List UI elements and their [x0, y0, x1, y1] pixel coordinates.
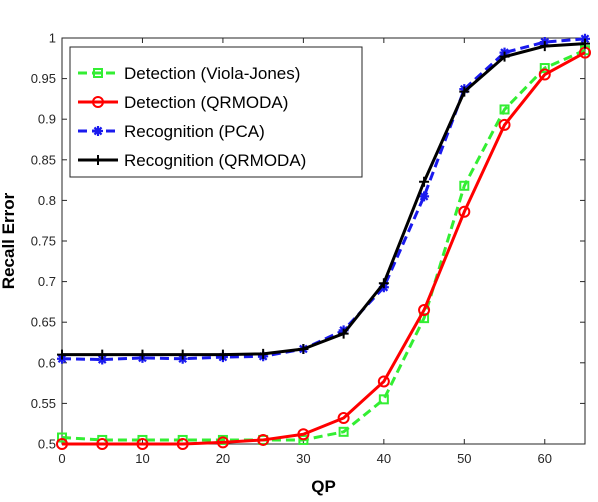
y-tick-label: 0.65	[31, 315, 56, 330]
data-point	[378, 278, 389, 289]
data-point	[177, 349, 188, 360]
legend: Detection (Viola-Jones) Detection (QRMODA…	[69, 46, 363, 178]
data-point	[216, 436, 229, 449]
legend-items: Detection (Viola-Jones) Detection (QRMODA…	[78, 64, 306, 170]
x-tick-label: 40	[377, 451, 391, 466]
legend-label: Detection (QRMODA)	[124, 93, 288, 112]
x-axis: 0 10 20 30 40 50 60	[58, 38, 552, 466]
data-point	[297, 428, 310, 441]
data-point	[298, 434, 309, 445]
data-point	[57, 349, 67, 360]
data-point	[176, 438, 189, 450]
data-point	[499, 104, 510, 115]
legend-marker	[93, 126, 103, 136]
data-point	[378, 394, 389, 405]
legend-item-detection-viola-jones: Detection (Viola-Jones)	[78, 64, 300, 83]
y-axis-title: Recall Error	[0, 192, 18, 289]
data-point	[538, 68, 551, 81]
data-point	[539, 41, 550, 52]
data-point	[377, 375, 390, 388]
y-tick-label: 0.9	[38, 112, 56, 127]
x-tick-label: 60	[538, 451, 552, 466]
data-point	[418, 304, 431, 317]
series-line-recognition-qrmoda	[62, 42, 586, 357]
legend-marker	[92, 96, 104, 108]
data-point	[458, 205, 471, 218]
x-tick-label: 20	[216, 451, 230, 466]
legend-item-recognition-pca: Recognition (PCA)	[78, 122, 265, 141]
series-line-detection-viola-jones	[61, 48, 586, 442]
y-tick-label: 0.55	[31, 396, 56, 411]
data-point	[257, 433, 270, 446]
series-detection-qrmoda	[56, 46, 591, 450]
data-point	[97, 349, 108, 360]
data-point	[217, 349, 228, 360]
legend-label: Detection (Viola-Jones)	[124, 64, 300, 83]
data-point	[498, 118, 511, 131]
y-tick-label: 0.75	[31, 234, 56, 249]
data-point	[338, 426, 349, 437]
legend-marker	[93, 155, 103, 165]
data-point	[499, 51, 510, 62]
data-point	[258, 348, 269, 359]
series-layer	[56, 33, 591, 450]
data-point	[136, 438, 149, 450]
x-tick-label: 50	[457, 451, 471, 466]
data-point	[419, 176, 430, 187]
x-tick-label: 30	[296, 451, 310, 466]
data-point	[298, 343, 309, 354]
legend-label: Recognition (QRMODA)	[124, 151, 306, 170]
series-line-detection-qrmoda	[62, 51, 586, 446]
data-point	[337, 412, 350, 425]
data-point	[539, 63, 550, 74]
data-point	[57, 432, 67, 443]
y-axis: 0.5 0.55 0.6 0.65 0.7 0.75 0.8 0.85 0.9 0.95 1	[31, 31, 585, 452]
y-tick-label: 0.8	[38, 193, 56, 208]
x-tick-label: 10	[135, 451, 149, 466]
y-tick-label: 0.6	[38, 355, 56, 370]
data-point	[580, 38, 590, 49]
series-recognition-qrmoda	[57, 38, 590, 360]
legend-item-recognition-qrmoda: Recognition (QRMODA)	[78, 151, 306, 170]
y-tick-label: 0.7	[38, 274, 56, 289]
data-point	[96, 438, 109, 450]
legend-marker	[93, 68, 103, 78]
series-line-recognition-pca	[61, 37, 586, 362]
data-point	[338, 328, 349, 339]
data-point	[137, 349, 148, 360]
legend-label: Recognition (PCA)	[124, 122, 265, 141]
y-tick-label: 0.95	[31, 71, 56, 86]
data-point	[459, 180, 470, 191]
x-tick-label: 0	[58, 451, 65, 466]
y-tick-label: 1	[49, 31, 56, 46]
data-point	[459, 86, 470, 97]
y-tick-label: 0.5	[38, 437, 56, 452]
legend-box	[69, 46, 363, 178]
legend-item-detection-qrmoda: Detection (QRMODA)	[78, 93, 288, 112]
y-tick-label: 0.85	[31, 152, 56, 167]
data-point	[56, 438, 68, 450]
data-point	[419, 191, 430, 202]
x-axis-title: QP	[311, 477, 336, 496]
